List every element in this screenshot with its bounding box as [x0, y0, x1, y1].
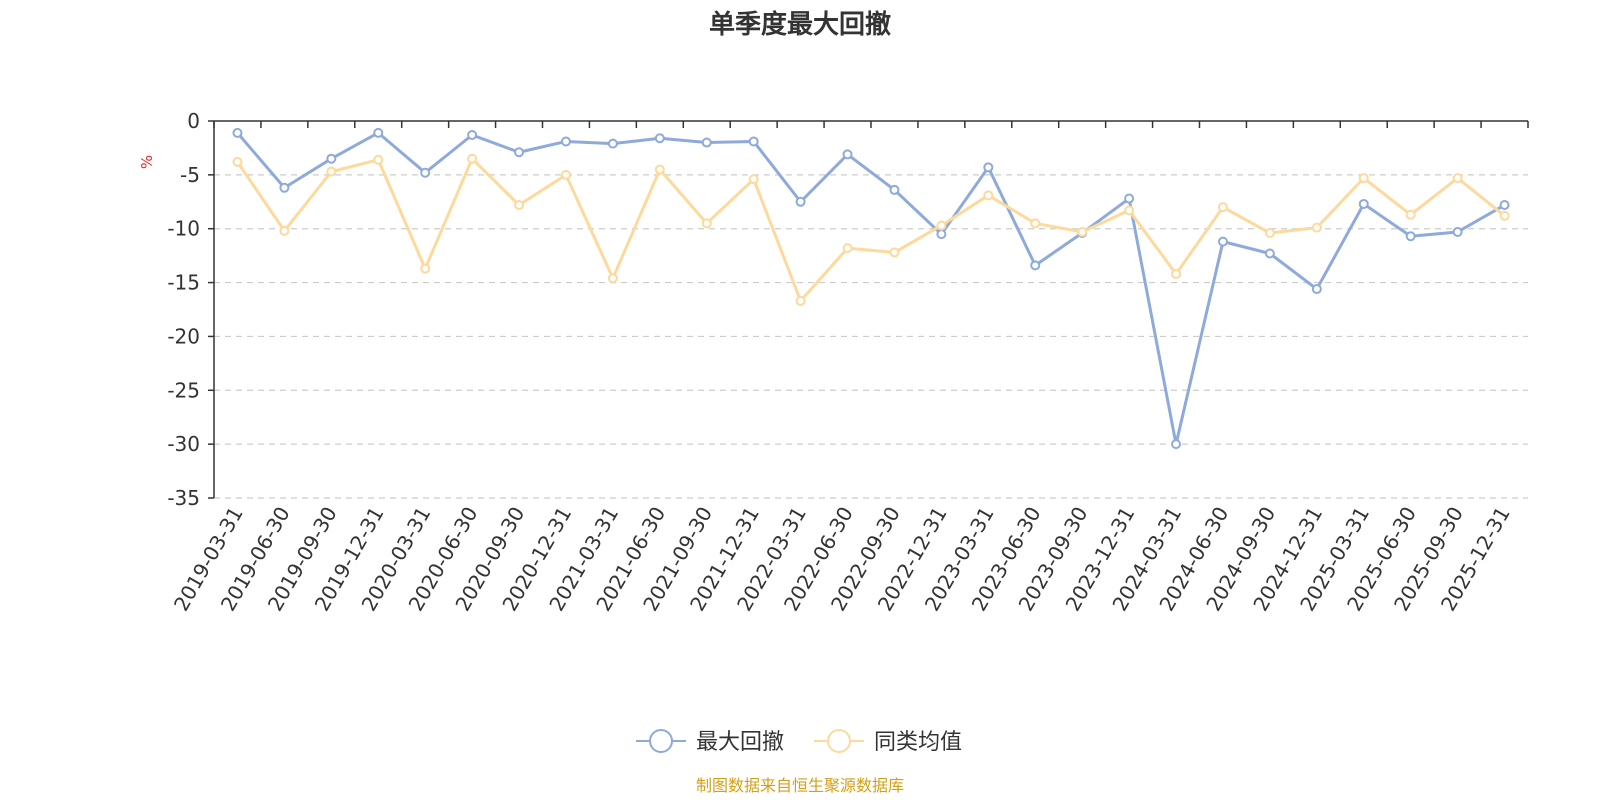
data-point[interactable]	[1499, 200, 1510, 211]
axes: 0-5-10-15-20-25-30-352019-03-312019-06-3…	[167, 109, 1529, 615]
data-point[interactable]	[936, 229, 947, 240]
data-point[interactable]	[842, 149, 853, 160]
data-point[interactable]	[560, 169, 571, 180]
data-point[interactable]	[701, 218, 712, 229]
data-point[interactable]	[1358, 173, 1369, 184]
data-point[interactable]	[983, 162, 994, 173]
data-point[interactable]	[889, 247, 900, 258]
y-tick-label: -35	[167, 486, 200, 510]
legend-marker-icon	[649, 729, 673, 753]
data-point[interactable]	[607, 273, 618, 284]
data-point[interactable]	[889, 184, 900, 195]
data-point[interactable]	[1358, 198, 1369, 209]
data-point[interactable]	[467, 130, 478, 141]
legend-label: 最大回撤	[696, 730, 784, 755]
y-tick-label: 0	[187, 109, 200, 133]
series-line-0	[236, 131, 1506, 446]
data-point[interactable]	[373, 127, 384, 138]
data-point[interactable]	[1452, 226, 1463, 237]
data-point[interactable]	[795, 295, 806, 306]
data-point[interactable]	[279, 225, 290, 236]
grid-lines	[214, 174, 1528, 499]
data-point[interactable]	[1405, 209, 1416, 220]
data-point[interactable]	[560, 136, 571, 147]
data-point[interactable]	[842, 243, 853, 254]
y-tick-label: -15	[167, 271, 200, 295]
data-point[interactable]	[1264, 228, 1275, 239]
data-point[interactable]	[1171, 268, 1182, 279]
legend[interactable]: 最大回撤 同类均值	[636, 729, 962, 755]
data-point[interactable]	[1124, 205, 1135, 216]
data-point[interactable]	[748, 174, 759, 185]
data-point[interactable]	[279, 182, 290, 193]
data-point[interactable]	[936, 220, 947, 231]
y-tick-label: -30	[167, 432, 200, 456]
data-point[interactable]	[1030, 218, 1041, 229]
data-point[interactable]	[1264, 248, 1275, 259]
data-point[interactable]	[1124, 193, 1135, 204]
data-point[interactable]	[748, 136, 759, 147]
data-point[interactable]	[607, 138, 618, 149]
data-point[interactable]	[701, 137, 712, 148]
data-point[interactable]	[1077, 226, 1088, 237]
series-0	[232, 127, 1510, 450]
series-1	[232, 153, 1510, 306]
data-point[interactable]	[514, 200, 525, 211]
data-point[interactable]	[373, 154, 384, 165]
chart-title: 单季度最大回撤	[709, 9, 891, 40]
data-point[interactable]	[467, 153, 478, 164]
legend-item-0[interactable]: 最大回撤	[636, 729, 784, 755]
data-point[interactable]	[514, 147, 525, 158]
series-lines	[232, 127, 1510, 450]
data-point[interactable]	[1030, 260, 1041, 271]
legend-marker-icon	[827, 729, 851, 753]
data-point[interactable]	[232, 156, 243, 167]
data-point[interactable]	[1405, 231, 1416, 242]
data-point[interactable]	[1171, 439, 1182, 450]
y-tick-label: -20	[167, 324, 200, 348]
data-point[interactable]	[232, 127, 243, 138]
data-point[interactable]	[1452, 173, 1463, 184]
data-point[interactable]	[1311, 284, 1322, 295]
legend-item-1[interactable]: 同类均值	[814, 729, 962, 755]
y-axis-unit: %	[138, 155, 156, 169]
y-tick-label: -10	[167, 217, 200, 241]
data-source-note: 制图数据来自恒生聚源数据库	[696, 776, 904, 795]
data-point[interactable]	[1217, 202, 1228, 213]
y-tick-label: -5	[180, 163, 200, 187]
data-point[interactable]	[420, 263, 431, 274]
data-point[interactable]	[326, 166, 337, 177]
data-point[interactable]	[654, 164, 665, 175]
y-tick-label: -25	[167, 378, 200, 402]
data-point[interactable]	[1311, 222, 1322, 233]
data-point[interactable]	[326, 153, 337, 164]
legend-label: 同类均值	[874, 730, 962, 755]
data-point[interactable]	[654, 133, 665, 144]
data-point[interactable]	[420, 167, 431, 178]
data-point[interactable]	[1217, 236, 1228, 247]
series-line-1	[236, 157, 1506, 303]
data-point[interactable]	[1499, 210, 1510, 221]
data-point[interactable]	[795, 196, 806, 207]
data-point[interactable]	[983, 190, 994, 201]
